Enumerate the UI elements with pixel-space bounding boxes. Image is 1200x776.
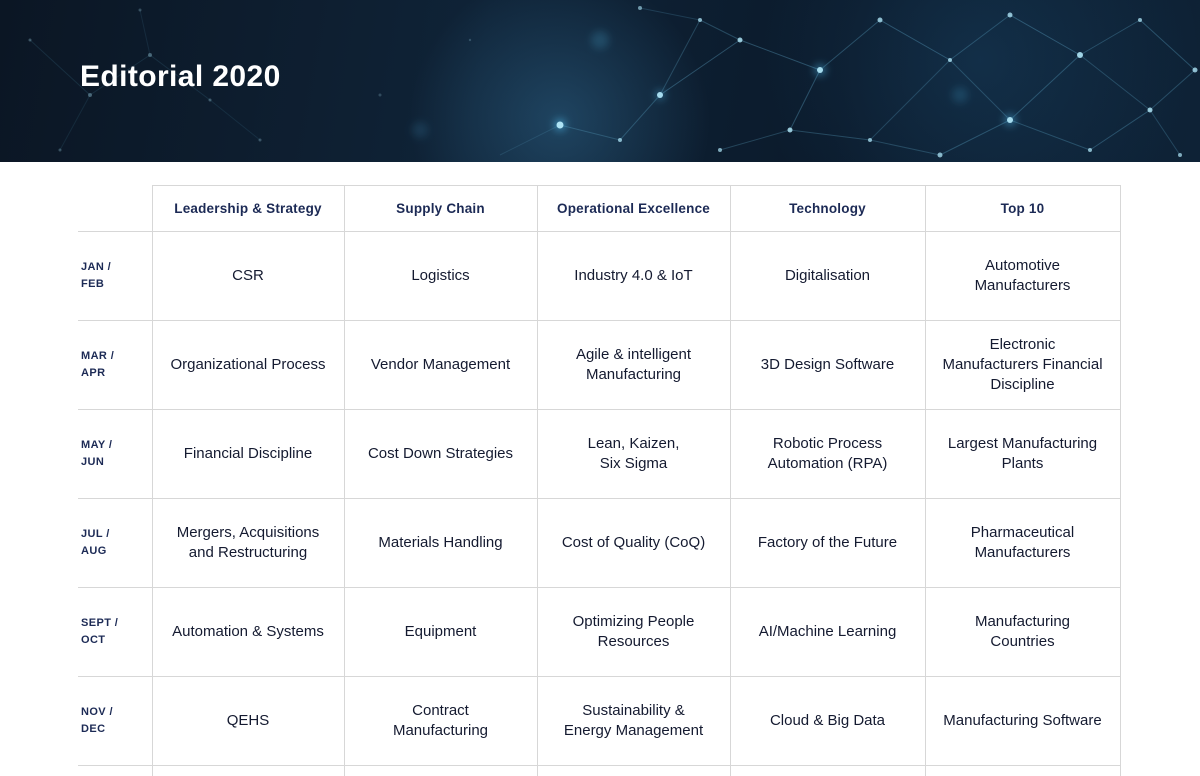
cell bbox=[729, 765, 926, 776]
month-label bbox=[78, 765, 153, 776]
table-row-mar-apr: MAR / APR Organizational Process Vendor … bbox=[78, 320, 1121, 410]
table-row-jan-feb: JAN / FEB CSR Logistics Industry 4.0 & I… bbox=[78, 231, 1121, 321]
cell bbox=[151, 765, 345, 776]
cell: Optimizing People Resources bbox=[536, 587, 731, 677]
column-header-operational-excellence: Operational Excellence bbox=[536, 185, 731, 232]
cell: CSR bbox=[151, 231, 345, 321]
month-label: MAR / APR bbox=[78, 320, 153, 410]
cell: Electronic Manufacturers Financial Disci… bbox=[924, 320, 1121, 410]
header-row: Leadership & Strategy Supply Chain Opera… bbox=[78, 185, 1121, 232]
cell bbox=[924, 765, 1121, 776]
cell: Pharmaceutical Manufacturers bbox=[924, 498, 1121, 588]
cell: Vendor Management bbox=[343, 320, 538, 410]
column-header-technology: Technology bbox=[729, 185, 926, 232]
cell: Cost of Quality (CoQ) bbox=[536, 498, 731, 588]
column-header-supply-chain: Supply Chain bbox=[343, 185, 538, 232]
table-row-sept-oct: SEPT / OCT Automation & Systems Equipmen… bbox=[78, 587, 1121, 677]
cell: Equipment bbox=[343, 587, 538, 677]
cell: Financial Discipline bbox=[151, 409, 345, 499]
table-row-may-jun: MAY / JUN Financial Discipline Cost Down… bbox=[78, 409, 1121, 499]
column-header-leadership: Leadership & Strategy bbox=[151, 185, 345, 232]
cell: Logistics bbox=[343, 231, 538, 321]
cell bbox=[536, 765, 731, 776]
month-label: JAN / FEB bbox=[78, 231, 153, 321]
cell: Digitalisation bbox=[729, 231, 926, 321]
cell bbox=[343, 765, 538, 776]
cell: Contract Manufacturing bbox=[343, 676, 538, 766]
month-label: NOV / DEC bbox=[78, 676, 153, 766]
header-banner: Editorial 2020 bbox=[0, 0, 1200, 162]
table-row-partial bbox=[78, 765, 1121, 776]
cell: Largest Manufacturing Plants bbox=[924, 409, 1121, 499]
column-header-top10: Top 10 bbox=[924, 185, 1121, 232]
cell: Automotive Manufacturers bbox=[924, 231, 1121, 321]
table-row-nov-dec: NOV / DEC QEHS Contract Manufacturing Su… bbox=[78, 676, 1121, 766]
cell: Robotic Process Automation (RPA) bbox=[729, 409, 926, 499]
network-graphic bbox=[28, 6, 1198, 158]
cell: Manufacturing Software bbox=[924, 676, 1121, 766]
cell: Sustainability & Energy Management bbox=[536, 676, 731, 766]
cell: Organizational Process bbox=[151, 320, 345, 410]
cell: Automation & Systems bbox=[151, 587, 345, 677]
editorial-table: Leadership & Strategy Supply Chain Opera… bbox=[78, 185, 1121, 776]
table-row-jul-aug: JUL / AUG Mergers, Acquisitions and Rest… bbox=[78, 498, 1121, 588]
cell: Materials Handling bbox=[343, 498, 538, 588]
cell: Factory of the Future bbox=[729, 498, 926, 588]
cell: 3D Design Software bbox=[729, 320, 926, 410]
cell: Manufacturing Countries bbox=[924, 587, 1121, 677]
cell: Cost Down Strategies bbox=[343, 409, 538, 499]
month-label: MAY / JUN bbox=[78, 409, 153, 499]
cell: Lean, Kaizen, Six Sigma bbox=[536, 409, 731, 499]
month-label: SEPT / OCT bbox=[78, 587, 153, 677]
page-title: Editorial 2020 bbox=[80, 60, 281, 93]
month-column-header bbox=[78, 185, 153, 232]
cell: QEHS bbox=[151, 676, 345, 766]
cell: Industry 4.0 & IoT bbox=[536, 231, 731, 321]
cell: Mergers, Acquisitions and Restructuring bbox=[151, 498, 345, 588]
editorial-table-wrap: Leadership & Strategy Supply Chain Opera… bbox=[78, 185, 1200, 776]
cell: Cloud & Big Data bbox=[729, 676, 926, 766]
month-label: JUL / AUG bbox=[78, 498, 153, 588]
cell: Agile & intelligent Manufacturing bbox=[536, 320, 731, 410]
cell: AI/Machine Learning bbox=[729, 587, 926, 677]
